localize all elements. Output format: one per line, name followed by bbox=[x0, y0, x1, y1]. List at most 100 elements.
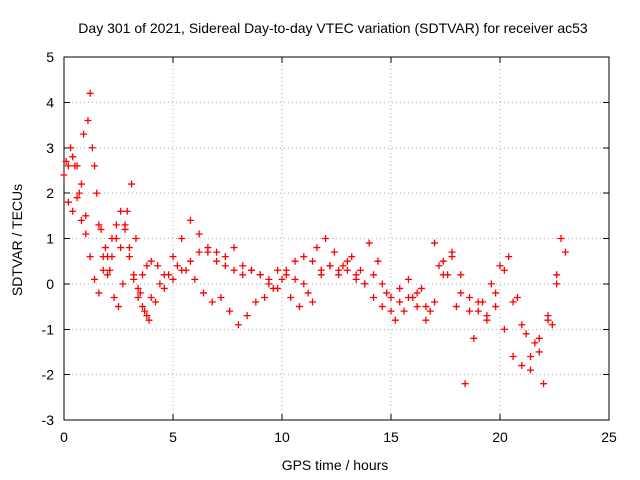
y-tick-label: 4 bbox=[46, 94, 54, 110]
data-point bbox=[73, 194, 81, 202]
data-point bbox=[339, 262, 347, 270]
y-tick-label: 0 bbox=[46, 276, 54, 292]
data-point bbox=[86, 89, 94, 97]
data-point bbox=[413, 303, 421, 311]
y-tick-label: -3 bbox=[42, 412, 55, 428]
data-point bbox=[518, 362, 526, 370]
data-point bbox=[60, 171, 68, 179]
data-point bbox=[505, 253, 513, 261]
data-point bbox=[561, 248, 569, 256]
data-point bbox=[252, 298, 260, 306]
data-point bbox=[492, 303, 500, 311]
data-point bbox=[208, 298, 216, 306]
data-point bbox=[213, 257, 221, 265]
data-point bbox=[82, 230, 90, 238]
data-point bbox=[348, 253, 356, 261]
data-point bbox=[431, 298, 439, 306]
data-point bbox=[356, 266, 364, 274]
data-point bbox=[104, 271, 112, 279]
data-point bbox=[80, 130, 88, 138]
data-point bbox=[391, 316, 399, 324]
data-point bbox=[191, 275, 199, 283]
data-point bbox=[195, 230, 203, 238]
data-point bbox=[448, 248, 456, 256]
data-point bbox=[400, 307, 408, 315]
data-point bbox=[138, 303, 146, 311]
data-point bbox=[365, 239, 373, 247]
data-point bbox=[422, 303, 430, 311]
data-point bbox=[95, 221, 103, 229]
x-axis-title: GPS time / hours bbox=[282, 457, 389, 473]
data-point bbox=[457, 271, 465, 279]
data-point bbox=[527, 352, 535, 360]
y-tick-label: 5 bbox=[46, 49, 54, 65]
data-point bbox=[77, 180, 85, 188]
y-tick-label: 3 bbox=[46, 140, 54, 156]
data-point bbox=[82, 212, 90, 220]
data-point bbox=[173, 262, 181, 270]
y-tick-label: -1 bbox=[42, 321, 55, 337]
data-point bbox=[186, 257, 194, 265]
data-point bbox=[147, 257, 155, 265]
data-point bbox=[553, 271, 561, 279]
data-point bbox=[119, 280, 127, 288]
data-point bbox=[431, 239, 439, 247]
data-point bbox=[261, 293, 269, 301]
data-point bbox=[230, 244, 238, 252]
data-point bbox=[64, 162, 72, 170]
data-point bbox=[487, 280, 495, 288]
data-point bbox=[465, 293, 473, 301]
data-point bbox=[117, 244, 125, 252]
data-point bbox=[304, 289, 312, 297]
series-layer bbox=[60, 89, 569, 388]
data-point bbox=[326, 262, 334, 270]
data-point bbox=[300, 253, 308, 261]
data-point bbox=[204, 244, 212, 252]
data-point bbox=[343, 257, 351, 265]
data-point bbox=[256, 271, 264, 279]
y-tick-label: -2 bbox=[42, 367, 55, 383]
data-point bbox=[234, 321, 242, 329]
data-point bbox=[106, 266, 114, 274]
data-point bbox=[522, 330, 530, 338]
data-point bbox=[540, 380, 548, 388]
data-point bbox=[282, 266, 290, 274]
data-point bbox=[387, 307, 395, 315]
data-point bbox=[535, 348, 543, 356]
data-point bbox=[217, 293, 225, 301]
x-tick-label: 0 bbox=[60, 429, 68, 445]
data-point bbox=[426, 307, 434, 315]
data-point bbox=[300, 280, 308, 288]
data-point bbox=[422, 316, 430, 324]
data-point bbox=[123, 207, 131, 215]
data-point bbox=[75, 189, 83, 197]
data-point bbox=[474, 307, 482, 315]
data-point bbox=[439, 257, 447, 265]
data-point bbox=[99, 266, 107, 274]
grid-layer bbox=[64, 57, 609, 420]
data-point bbox=[121, 221, 129, 229]
data-point bbox=[136, 289, 144, 297]
data-point bbox=[152, 298, 160, 306]
data-point bbox=[62, 157, 70, 165]
data-point bbox=[413, 289, 421, 297]
data-point bbox=[221, 262, 229, 270]
data-point bbox=[95, 289, 103, 297]
data-point bbox=[125, 244, 133, 252]
chart-title: Day 301 of 2021, Sidereal Day-to-day VTE… bbox=[78, 20, 588, 36]
x-tick-label: 15 bbox=[383, 429, 399, 445]
data-point bbox=[452, 303, 460, 311]
data-point bbox=[112, 221, 120, 229]
data-point bbox=[457, 289, 465, 297]
data-point bbox=[509, 298, 517, 306]
data-point bbox=[309, 257, 317, 265]
data-point bbox=[295, 303, 303, 311]
x-tick-label: 20 bbox=[492, 429, 508, 445]
data-point bbox=[317, 271, 325, 279]
data-point bbox=[479, 298, 487, 306]
data-point bbox=[335, 266, 343, 274]
data-point bbox=[287, 293, 295, 301]
data-point bbox=[509, 352, 517, 360]
data-point bbox=[84, 117, 92, 125]
data-point bbox=[169, 253, 177, 261]
